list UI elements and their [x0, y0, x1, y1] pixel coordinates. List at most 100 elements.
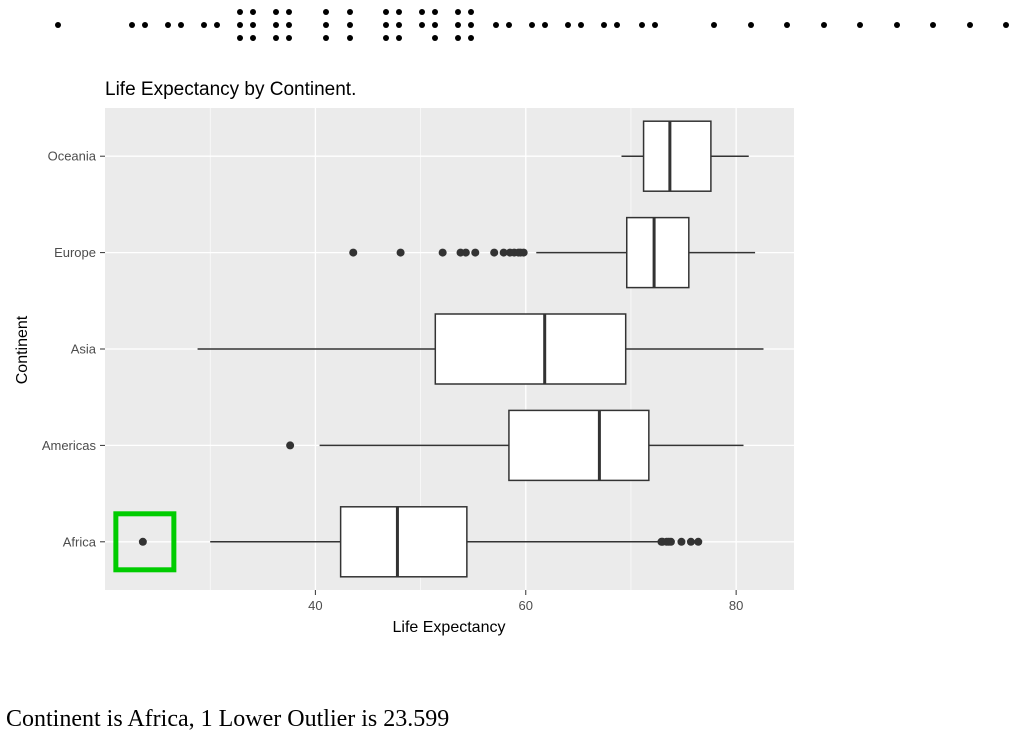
braille-dot [455, 35, 461, 41]
braille-dot [323, 22, 329, 28]
x-tick-label: 40 [308, 598, 322, 613]
plot-area: Africa Americas Asia Europe Oceania 40 60 80 [42, 108, 794, 613]
braille-dot [468, 22, 474, 28]
braille-dot [468, 9, 474, 15]
braille-dot [930, 22, 936, 28]
box-americas [286, 409, 744, 482]
outlier-point [694, 537, 703, 546]
braille-dot [237, 35, 243, 41]
box-africa [138, 506, 703, 578]
braille-dot [347, 22, 353, 28]
outlier-point [490, 248, 499, 257]
braille-dot [894, 22, 900, 28]
braille-dot [432, 22, 438, 28]
braille-dot [419, 22, 425, 28]
braille-dot [614, 22, 620, 28]
braille-dot [821, 22, 827, 28]
braille-dot [286, 35, 292, 41]
braille-dot [1003, 22, 1009, 28]
outlier-point [138, 537, 147, 546]
braille-dot [383, 9, 389, 15]
braille-dot [578, 22, 584, 28]
braille-dot [455, 9, 461, 15]
braille-dot [711, 22, 717, 28]
braille-dot [142, 22, 148, 28]
outlier-point [499, 248, 508, 257]
braille-dot [347, 35, 353, 41]
box-oceania [621, 120, 749, 192]
y-tick-label: Africa [63, 534, 97, 549]
caption-text: Continent is Africa, 1 Lower Outlier is … [6, 706, 450, 732]
outlier-point [349, 248, 358, 257]
braille-dot [396, 9, 402, 15]
outlier-point [396, 248, 405, 257]
interquartile-box [339, 506, 468, 578]
boxplot-chart: Life Expectancy by Continent. Africa Amer… [14, 79, 794, 636]
braille-dot-row [55, 9, 1009, 41]
braille-dot [237, 22, 243, 28]
braille-dot [286, 9, 292, 15]
box-asia [197, 313, 764, 385]
braille-dot [383, 22, 389, 28]
braille-dot [237, 9, 243, 15]
outlier-point [677, 537, 686, 546]
braille-dot [748, 22, 754, 28]
interquartile-box [508, 409, 650, 482]
braille-dot [383, 35, 389, 41]
braille-dot [396, 22, 402, 28]
y-tick-label: Americas [42, 438, 97, 453]
y-axis-title: Continent [14, 315, 31, 384]
braille-dot [347, 9, 353, 15]
braille-dot [857, 22, 863, 28]
braille-dot [432, 9, 438, 15]
braille-dot [468, 35, 474, 41]
outlier-point [286, 441, 295, 450]
braille-dot [178, 22, 184, 28]
braille-dot [432, 35, 438, 41]
outlier-point [666, 537, 675, 546]
y-tick-label: Europe [54, 245, 96, 260]
braille-dot [129, 22, 135, 28]
y-tick-label: Oceania [48, 149, 97, 164]
braille-dot [250, 22, 256, 28]
braille-dot [565, 22, 571, 28]
braille-dot [323, 9, 329, 15]
braille-dot [273, 35, 279, 41]
outlier-point [471, 248, 480, 257]
braille-dot [784, 22, 790, 28]
braille-dot [286, 22, 292, 28]
braille-dot [250, 35, 256, 41]
braille-dot [493, 22, 499, 28]
braille-dot [419, 9, 425, 15]
outlier-point [519, 248, 528, 257]
braille-dot [55, 22, 61, 28]
braille-dot [250, 9, 256, 15]
braille-dot [601, 22, 607, 28]
chart-title: Life Expectancy by Continent. [105, 79, 356, 100]
braille-dot [214, 22, 220, 28]
highlight-box [113, 511, 177, 573]
x-axis-title: Life Expectancy [393, 619, 506, 636]
braille-dot [529, 22, 535, 28]
braille-dot [323, 35, 329, 41]
braille-dot [201, 22, 207, 28]
braille-dot [639, 22, 645, 28]
braille-dot [652, 22, 658, 28]
interquartile-box [642, 120, 712, 192]
braille-dot [506, 22, 512, 28]
outlier-point [438, 248, 447, 257]
interquartile-box [625, 216, 690, 289]
braille-dot [165, 22, 171, 28]
box-europe [349, 216, 756, 289]
braille-dot [542, 22, 548, 28]
y-tick-label: Asia [71, 342, 97, 357]
x-tick-label: 60 [519, 598, 533, 613]
braille-dot [967, 22, 973, 28]
braille-dot [396, 35, 402, 41]
braille-dot [273, 9, 279, 15]
x-tick-label: 80 [729, 598, 743, 613]
interquartile-box [434, 313, 627, 385]
outlier-point [686, 537, 695, 546]
braille-dot [273, 22, 279, 28]
braille-dot [455, 22, 461, 28]
